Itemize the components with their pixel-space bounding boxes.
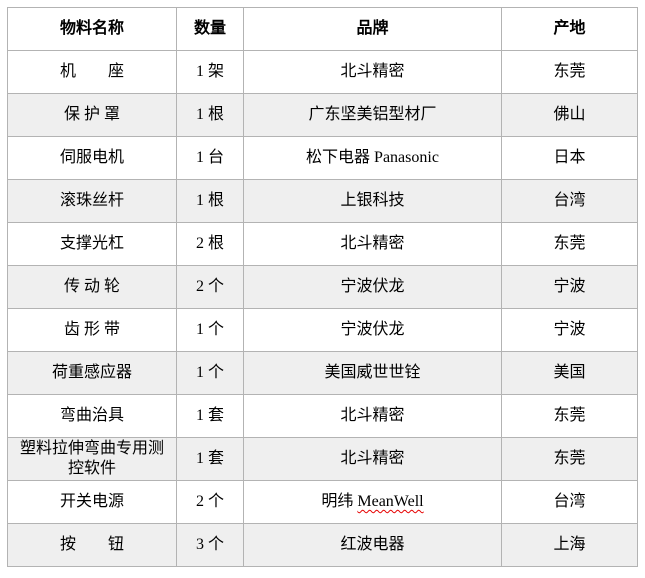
cell-quantity: 2 根 <box>176 222 244 266</box>
cell-material-name: 滚珠丝杆 <box>7 179 177 223</box>
cell-origin: 东莞 <box>501 394 638 438</box>
spellcheck-underlined-text: MeanWell <box>357 493 424 510</box>
cell-material-name: 按 钮 <box>7 523 177 567</box>
cell-brand: 上银科技 <box>243 179 502 223</box>
column-header-origin: 产地 <box>501 7 638 51</box>
cell-quantity: 1 个 <box>176 351 244 395</box>
header-row: 物料名称 数量 品牌 产地 <box>7 7 638 51</box>
cell-material-name: 塑料拉伸弯曲专用测控软件 <box>7 437 177 481</box>
cell-origin: 宁波 <box>501 265 638 309</box>
cell-brand: 北斗精密 <box>243 50 502 94</box>
cell-brand: 宁波伏龙 <box>243 308 502 352</box>
cell-quantity: 1 根 <box>176 93 244 137</box>
cell-brand: 美国威世世铨 <box>243 351 502 395</box>
table-row: 弯曲治具 1 套北斗精密 东莞 <box>7 394 638 438</box>
cell-material-name: 传 动 轮 <box>7 265 177 309</box>
cell-quantity: 2 个 <box>176 265 244 309</box>
table-row: 开关电源 2 个明纬 MeanWell 台湾 <box>7 480 638 524</box>
cell-origin: 东莞 <box>501 437 638 481</box>
cell-brand: 北斗精密 <box>243 222 502 266</box>
cell-quantity: 1 架 <box>176 50 244 94</box>
cell-material-name: 伺服电机 <box>7 136 177 180</box>
table-row: 支撑光杠 2 根北斗精密 东莞 <box>7 222 638 266</box>
cell-brand: 广东坚美铝型材厂 <box>243 93 502 137</box>
cell-brand: 松下电器 Panasonic <box>243 136 502 180</box>
cell-material-name: 弯曲治具 <box>7 394 177 438</box>
cell-material-name: 机 座 <box>7 50 177 94</box>
cell-brand: 宁波伏龙 <box>243 265 502 309</box>
table-row: 滚珠丝杆 1 根上银科技 台湾 <box>7 179 638 223</box>
cell-brand: 北斗精密 <box>243 394 502 438</box>
cell-material-name: 齿 形 带 <box>7 308 177 352</box>
cell-quantity: 1 台 <box>176 136 244 180</box>
cell-quantity: 3 个 <box>176 523 244 567</box>
cell-quantity: 1 个 <box>176 308 244 352</box>
column-header-brand: 品牌 <box>243 7 502 51</box>
cell-material-name: 保 护 罩 <box>7 93 177 137</box>
cell-brand: 红波电器 <box>243 523 502 567</box>
cell-quantity: 1 套 <box>176 394 244 438</box>
cell-origin: 日本 <box>501 136 638 180</box>
cell-origin: 上海 <box>501 523 638 567</box>
table-row: 塑料拉伸弯曲专用测控软件 1 套北斗精密 东莞 <box>7 437 638 481</box>
cell-origin: 东莞 <box>501 50 638 94</box>
cell-material-name: 荷重感应器 <box>7 351 177 395</box>
cell-quantity: 1 根 <box>176 179 244 223</box>
column-header-material-name: 物料名称 <box>7 7 177 51</box>
cell-origin: 美国 <box>501 351 638 395</box>
cell-material-name: 支撑光杠 <box>7 222 177 266</box>
cell-quantity: 1 套 <box>176 437 244 481</box>
cell-origin: 佛山 <box>501 93 638 137</box>
cell-brand: 北斗精密 <box>243 437 502 481</box>
column-header-quantity: 数量 <box>176 7 244 51</box>
cell-origin: 东莞 <box>501 222 638 266</box>
cell-quantity: 2 个 <box>176 480 244 524</box>
cell-material-name: 开关电源 <box>7 480 177 524</box>
cell-origin: 台湾 <box>501 179 638 223</box>
cell-brand: 明纬 MeanWell <box>243 480 502 524</box>
table-row: 荷重感应器 1 个美国威世世铨 美国 <box>7 351 638 395</box>
table-row: 伺服电机 1 台松下电器 Panasonic 日本 <box>7 136 638 180</box>
cell-origin: 台湾 <box>501 480 638 524</box>
cell-origin: 宁波 <box>501 308 638 352</box>
